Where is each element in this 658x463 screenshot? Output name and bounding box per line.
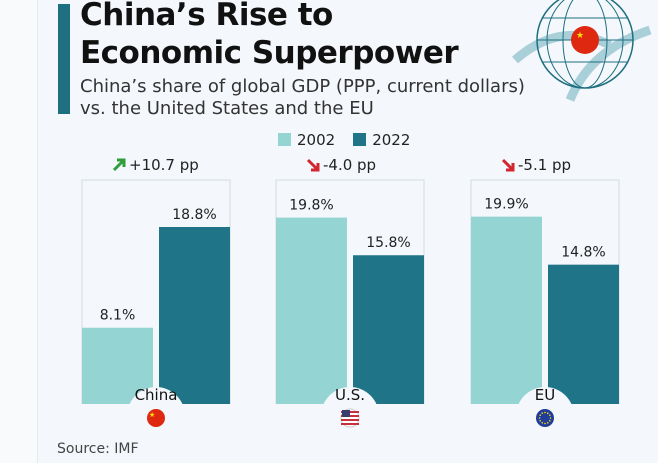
category-label: China <box>135 386 178 404</box>
title-accent-bar <box>58 4 70 114</box>
data-label: 19.8% <box>289 198 333 214</box>
bar-2022 <box>548 264 619 404</box>
chart-subtitle: China’s share of global GDP (PPP, curren… <box>80 76 525 119</box>
category-label: U.S. <box>335 386 365 404</box>
change-label: -4.0 pp <box>323 156 376 174</box>
bar-2002 <box>471 216 542 404</box>
data-label: 8.1% <box>100 308 136 324</box>
data-label: 18.8% <box>172 207 216 223</box>
source-note: Source: IMF <box>57 441 139 457</box>
data-label: 14.8% <box>561 245 605 261</box>
legend-item-2022: 2022 <box>353 131 410 149</box>
change-label: -5.1 pp <box>518 156 571 174</box>
bar-2022 <box>353 255 424 404</box>
bar-group-us: 19.8% 15.8% U.S. -4.0 pp <box>275 156 425 445</box>
change-label: +10.7 pp <box>129 156 199 174</box>
arrow-up-icon <box>112 158 126 172</box>
left-margin <box>0 0 38 463</box>
svg-text:★: ★ <box>149 411 155 419</box>
bar-group-eu: 19.9% 14.8% EU -5.1 pp <box>470 156 620 445</box>
bar-2002 <box>276 217 347 404</box>
legend-item-2002: 2002 <box>278 131 335 149</box>
legend: 2002 2022 <box>278 131 410 149</box>
globe-icon: ★ <box>512 0 652 102</box>
arrow-down-icon <box>306 158 320 172</box>
category-label: EU <box>535 386 555 404</box>
eu-flag-icon <box>536 409 554 427</box>
arrow-down-icon <box>501 158 515 172</box>
china-flag-icon: ★ <box>147 409 165 427</box>
us-flag-icon <box>340 408 360 428</box>
bar-2022 <box>159 227 230 404</box>
bar-group-china: 8.1% 18.8% China ★ +10.7 pp <box>81 156 231 445</box>
data-label: 15.8% <box>366 235 410 251</box>
data-label: 19.9% <box>484 197 528 213</box>
chart-title: China’s Rise to Economic Superpower <box>80 0 459 71</box>
svg-text:★: ★ <box>576 31 584 41</box>
